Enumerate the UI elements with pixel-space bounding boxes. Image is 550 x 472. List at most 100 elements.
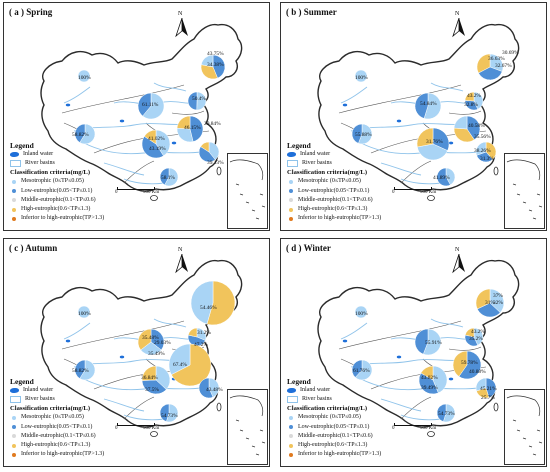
- pie-slice-mesotrophic: [176, 127, 194, 143]
- pie-slice-low-eutrophic: [478, 66, 503, 81]
- pie-slice-mesotrophic: [358, 123, 373, 145]
- river-basin-icon: [10, 160, 21, 168]
- class-swatch-icon: [12, 207, 16, 212]
- pie-slice-mesotrophic: [443, 403, 456, 423]
- pie-slice-mesotrophic: [200, 54, 214, 68]
- pie-pearl-river: [436, 167, 456, 187]
- pie-slice-low-eutrophic: [458, 350, 482, 380]
- pie-slice-mesotrophic: [489, 53, 504, 72]
- class-swatch-icon: [289, 180, 293, 184]
- pie-slice-mesotrophic: [354, 69, 368, 83]
- legend-class-label: Mesotrophic (0≤TP≤0.05): [298, 414, 361, 421]
- pie-percent-label: 31.3%: [480, 156, 494, 162]
- legend-class-mesotrophic: Mesotrophic (0≤TP≤0.05): [287, 177, 381, 186]
- legend-label: River basins: [302, 396, 332, 403]
- inland-water-icon: [10, 152, 19, 158]
- inland-water-icon: [287, 388, 296, 394]
- legend: Legend Inland water River basins Classifica…: [287, 377, 381, 459]
- legend-inland-water: Inland water: [10, 150, 104, 159]
- legend-label: Inland water: [23, 387, 54, 393]
- pie-slice-low-eutrophic: [418, 372, 439, 395]
- pie-percent-label: 25.7%: [481, 395, 495, 401]
- pie-slice-low-eutrophic: [432, 127, 450, 151]
- south-china-sea-inset: [227, 389, 268, 465]
- legend-criteria-title: Classification criteria(mg/L): [287, 405, 368, 413]
- pie-percent-label: 39.13%: [207, 160, 224, 166]
- legend-river-basins: River basins: [10, 395, 104, 404]
- pie-northeast: [476, 53, 504, 81]
- legend-class-high-eutrophic: High-eutrophic(0.6<TP≤1.3): [10, 441, 104, 450]
- pie-slice-low-eutrophic: [74, 359, 86, 379]
- pie-slice-low-eutrophic: [212, 54, 226, 79]
- pie-slice-high-eutrophic: [171, 343, 212, 387]
- legend-title: Legend: [10, 141, 34, 150]
- pie-inland-northwest: [77, 69, 91, 83]
- legend-class-middle-eutrophic: Middle-eutrophic(0.1<TP≤0.6): [287, 196, 381, 205]
- river-line: [83, 142, 209, 155]
- legend: Legend Inland water River basins Classifica…: [10, 141, 104, 223]
- pie-percent-label: 35.2%: [469, 336, 483, 342]
- basin-boundary: [123, 160, 155, 184]
- panel-title: ( a ) Spring: [9, 7, 53, 17]
- inland-lake: [119, 355, 125, 359]
- pie-percent-label: 32%: [493, 300, 503, 306]
- legend-class-middle-eutrophic: Middle-eutrophic(0.1<TP≤0.6): [287, 432, 381, 441]
- legend-class-label: Mesotrophic (0≤TP≤0.05): [21, 178, 84, 185]
- pie-slice-mesotrophic: [196, 91, 207, 111]
- pie-slice-high-eutrophic: [200, 141, 210, 153]
- scale-bar-line: [117, 423, 155, 426]
- legend-class-mesotrophic: Mesotrophic (0≤TP≤0.05): [10, 177, 104, 186]
- pie-percent-label: 58.82%: [72, 368, 89, 374]
- hainan-island: [427, 195, 435, 201]
- pie-slice-mesotrophic: [79, 359, 96, 381]
- hainan-island: [427, 431, 435, 437]
- pie-yangtze-river: [141, 129, 171, 159]
- river-line: [380, 398, 422, 412]
- pie-southeast: [198, 141, 220, 163]
- pie-percent-label: 58.1%: [161, 175, 175, 181]
- legend-class-label: High-eutrophic(0.6<TP≤1.3): [21, 206, 91, 213]
- pie-percent-label: 39.49%: [421, 385, 438, 391]
- pie-percent-label: 43.19%: [149, 146, 166, 152]
- pie-percent-label: 67.4%: [173, 362, 187, 368]
- pie-slice-high-eutrophic: [176, 115, 191, 130]
- pie-slice-mesotrophic: [168, 343, 191, 375]
- river-line: [123, 178, 165, 185]
- class-swatch-icon: [289, 416, 293, 420]
- map-panel-2: 30.69% 36.63% 32.67% 100% 54.84% 43.2% 32.8% 40…: [280, 2, 547, 231]
- scale-zero: 0: [115, 190, 118, 195]
- pie-percent-label: 29.03%: [154, 340, 171, 346]
- pie-slice-mesotrophic: [473, 91, 484, 110]
- legend-class-middle-eutrophic: Middle-eutrophic(0.1<TP≤0.6): [10, 196, 104, 205]
- pie-percent-label: 35.56%: [474, 134, 491, 140]
- pie-yellow-river: [414, 328, 442, 356]
- pie-southwest: [74, 359, 96, 381]
- basin-boundary: [61, 84, 185, 114]
- legend-class-label: Mesotrophic (0≤TP≤0.05): [21, 414, 84, 421]
- pie-slice-mesotrophic: [166, 403, 179, 423]
- pie-huai-river: [452, 350, 482, 380]
- pie-hai-river: [464, 327, 484, 347]
- river-line: [153, 82, 187, 92]
- pie-huai-river: [168, 343, 212, 387]
- inland-lake: [119, 119, 125, 123]
- class-swatch-icon: [12, 425, 16, 430]
- pie-slice-high-eutrophic: [464, 327, 475, 338]
- pie-percent-label: 50.4%: [192, 96, 206, 102]
- pie-percent-label: 41.89%: [433, 175, 450, 181]
- pie-percent-label: 43.82%: [421, 375, 438, 381]
- pie-slice-low-eutrophic: [141, 379, 167, 395]
- pie-slice-high-eutrophic: [464, 91, 475, 102]
- river-line: [430, 318, 464, 328]
- legend-river-basins: River basins: [287, 159, 381, 168]
- river-line: [103, 162, 145, 176]
- class-swatch-icon: [12, 216, 16, 221]
- hainan-island: [150, 195, 158, 201]
- legend-class-label: Middle-eutrophic(0.1<TP≤0.6): [21, 196, 96, 203]
- inland-lake: [448, 377, 454, 381]
- panel-title: ( b ) Summer: [286, 7, 337, 17]
- pie-percent-label: 100%: [355, 75, 368, 81]
- pie-slice-high-eutrophic: [475, 288, 491, 310]
- north-label: N: [178, 247, 183, 253]
- pie-huai-river: [176, 115, 204, 143]
